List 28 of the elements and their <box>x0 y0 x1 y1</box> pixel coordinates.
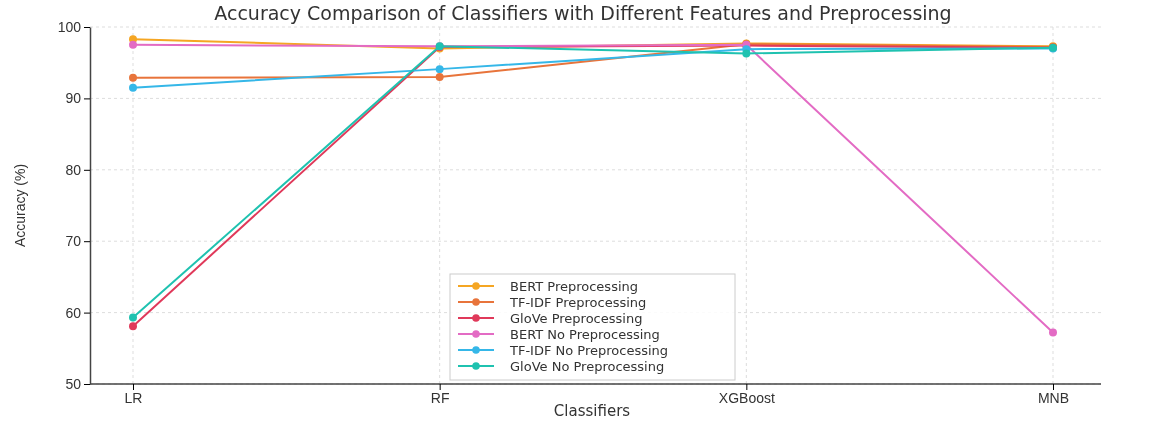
y-tick-label: 60 <box>65 304 82 321</box>
legend-label: BERT Preprocessing <box>510 278 639 294</box>
point <box>129 313 137 322</box>
legend-label: GloVe Preprocessing <box>510 310 643 326</box>
point <box>129 322 137 331</box>
x-tick-label: RF <box>430 389 450 406</box>
y-tick-label: 70 <box>65 233 82 250</box>
point <box>129 83 137 92</box>
y-tick-label: 80 <box>65 161 82 178</box>
y-axis-title: Accuracy (%) <box>12 163 28 248</box>
point <box>129 73 137 82</box>
point <box>742 49 751 58</box>
legend-label: GloVe No Preprocessing <box>510 358 665 374</box>
y-tick-label: 100 <box>57 18 82 35</box>
legend-label: TF-IDF No Preprocessing <box>509 342 669 358</box>
point <box>435 73 444 81</box>
x-tick-label: LR <box>124 389 143 406</box>
x-axis-title: Classifiers <box>553 402 631 420</box>
y-tick-label: 50 <box>65 375 82 392</box>
chart-title: Accuracy Comparison of Classifiers with Different Features and Preprocessing <box>214 2 952 24</box>
legend-label: TF-IDF Preprocessing <box>509 294 647 310</box>
y-tick-label: 90 <box>65 90 82 107</box>
point <box>129 40 137 49</box>
x-tick-label: MNB <box>1037 389 1070 406</box>
point <box>435 65 444 74</box>
point <box>1049 328 1057 337</box>
legend-label: BERT No Preprocessing <box>510 326 660 342</box>
x-tick-label: XGBoost <box>718 389 775 406</box>
